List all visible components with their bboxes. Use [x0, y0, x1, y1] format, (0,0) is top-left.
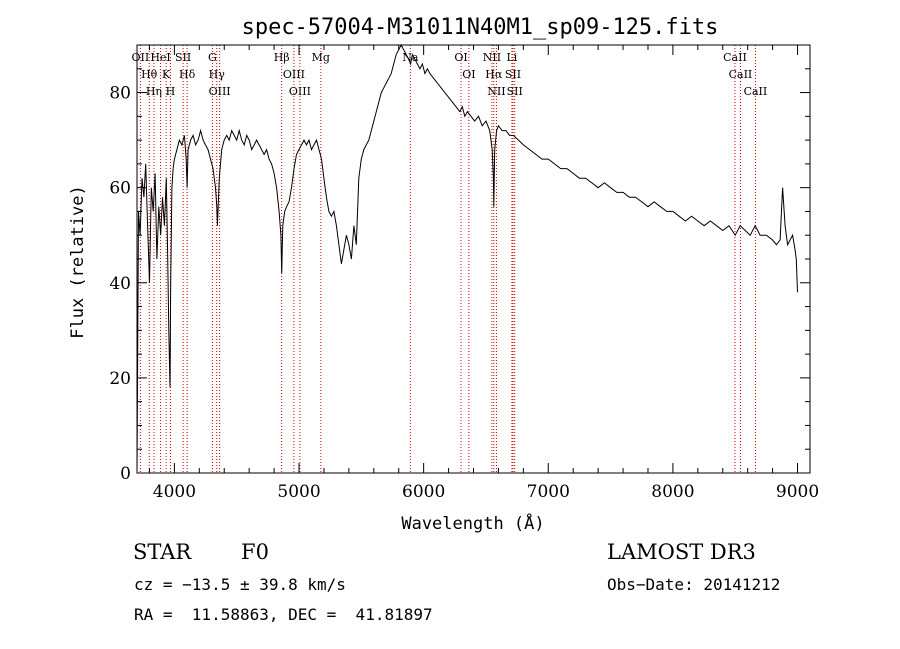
survey-name: LAMOST DR3 [607, 540, 756, 564]
line-label: H [166, 85, 176, 98]
line-label: HeI [150, 51, 170, 64]
x-tick-label: 5000 [277, 482, 320, 502]
y-axis-label: Flux (relative) [68, 185, 88, 339]
chart-title: spec-57004-M31011N40M1_sp09-125.fits [242, 15, 719, 40]
line-label: Hβ [274, 51, 290, 64]
line-label: CaII [744, 85, 768, 98]
redshift-cz: cz = −13.5 ± 39.8 km/s [134, 575, 346, 594]
object-type: STAR [133, 540, 192, 564]
x-axis-ticks: 4000 5000 6000 7000 8000 9000 [148, 45, 819, 502]
line-label: Hη [146, 85, 162, 98]
x-tick-label: 8000 [651, 482, 694, 502]
y-tick-label: 40 [109, 274, 131, 294]
line-label: OIII [283, 68, 305, 81]
line-label: Li [506, 51, 517, 64]
line-label: CaII [723, 51, 747, 64]
line-label: Hδ [179, 68, 196, 81]
x-axis-label: Wavelength (Å) [401, 512, 544, 534]
line-label: OIII [289, 85, 311, 98]
line-label: K [162, 68, 171, 81]
line-label: OIII [209, 85, 231, 98]
object-subclass: F0 [241, 540, 269, 564]
line-label: G [208, 51, 217, 64]
ra-dec: RA = 11.58863, DEC = 41.81897 [134, 605, 433, 624]
line-label: NII [487, 85, 505, 98]
line-label: SII [507, 85, 523, 98]
x-tick-label: 9000 [776, 482, 819, 502]
observation-date: Obs−Date: 20141212 [607, 575, 781, 594]
line-label: Mg [312, 51, 330, 64]
y-tick-label: 80 [109, 84, 131, 104]
y-tick-label: 0 [120, 464, 131, 484]
line-label: SII [505, 68, 521, 81]
x-tick-label: 7000 [527, 482, 570, 502]
plot-frame [136, 44, 811, 474]
y-tick-label: 60 [109, 179, 131, 199]
spectral-line-markers [139, 45, 756, 473]
line-label: OII [132, 51, 150, 64]
y-tick-label: 20 [109, 369, 131, 389]
line-label: OI [454, 51, 467, 64]
x-tick-label: 4000 [153, 482, 196, 502]
line-label: Hθ [141, 68, 158, 81]
y-axis-ticks: 0 20 40 60 80 [109, 68, 810, 484]
line-label: CaII [729, 68, 753, 81]
line-label: OI [462, 68, 475, 81]
line-label: Hα [485, 68, 503, 81]
line-label: SII [175, 51, 191, 64]
x-tick-label: 6000 [402, 482, 445, 502]
line-label: NII [483, 51, 501, 64]
line-label: Hγ [209, 68, 226, 81]
spectrum-line [136, 43, 798, 474]
